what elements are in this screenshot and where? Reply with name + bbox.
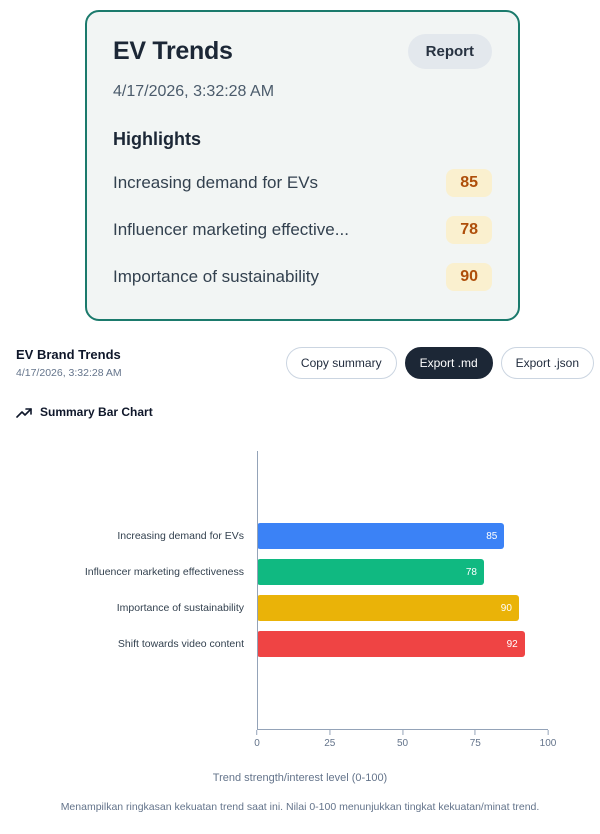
bar-track: 90	[257, 595, 548, 621]
tick-mark	[256, 730, 258, 735]
toolbar-left: EV Brand Trends 4/17/2026, 3:32:28 AM	[16, 347, 122, 379]
chart-bar-row: Influencer marketing effectiveness 78	[0, 554, 548, 590]
highlight-label: Importance of sustainability	[113, 267, 319, 286]
tick-label: 100	[539, 738, 557, 749]
tick-label: 50	[396, 738, 409, 749]
tick-mark	[402, 730, 403, 735]
highlight-row: Increasing demand for EVs 85	[113, 169, 492, 197]
highlight-row: Importance of sustainability 90	[113, 263, 492, 291]
bar-category-label: Influencer marketing effectiveness	[84, 566, 244, 578]
bar-category-label: Increasing demand for EVs	[117, 530, 244, 542]
bar-track: 78	[257, 559, 548, 585]
x-axis-tick: 75	[470, 730, 481, 749]
bar-value-label: 78	[465, 566, 477, 578]
tick-mark	[474, 730, 476, 735]
bar-track: 85	[257, 523, 548, 549]
highlights-list: Increasing demand for EVs 85 Influencer ma…	[113, 169, 492, 291]
highlights-heading: Highlights	[113, 129, 201, 149]
x-axis-ticks: 0 25 50 75 100	[254, 730, 556, 756]
bar: 78	[257, 559, 484, 585]
page: EV Trends Report 4/17/2026, 3:32:28 AM H…	[0, 10, 600, 813]
bar: 92	[257, 631, 525, 657]
bar: 85	[257, 523, 505, 549]
copy-summary-button[interactable]: Copy summary	[285, 347, 397, 379]
report-card: EV Trends Report 4/17/2026, 3:32:28 AM H…	[85, 10, 520, 321]
x-axis-line	[257, 729, 548, 730]
bar-value-label: 92	[506, 638, 518, 650]
highlight-value-badge: 90	[446, 263, 492, 291]
highlight-value-badge: 85	[446, 169, 492, 197]
highlight-value-badge: 78	[446, 216, 492, 244]
toolbar-title: EV Brand Trends	[16, 347, 121, 362]
chart-rows: Increasing demand for EVs 85 Influencer ma…	[0, 518, 548, 662]
bar-category-label: Shift towards video content	[117, 638, 244, 650]
tick-label: 25	[324, 738, 336, 749]
card-header: EV Trends Report	[113, 34, 492, 69]
x-axis-tick: 100	[539, 730, 557, 749]
tick-mark	[547, 730, 549, 735]
highlight-row: Influencer marketing effective... 78	[113, 216, 492, 244]
toolbar-buttons: Copy summary Export .md Export .json	[285, 347, 594, 379]
chart-bar-row: Importance of sustainability 90	[0, 590, 548, 626]
bar-value-label: 90	[500, 602, 512, 614]
toolbar-timestamp: 4/17/2026, 3:32:28 AM	[16, 367, 122, 379]
chart-heading-label: Summary Bar Chart	[40, 405, 153, 419]
tick-label: 0	[254, 738, 260, 749]
chart-section-heading: Summary Bar Chart	[16, 405, 600, 419]
x-axis-label: Trend strength/interest level (0-100)	[212, 772, 388, 784]
bar-track: 92	[257, 631, 548, 657]
highlight-label: Increasing demand for EVs	[113, 173, 319, 192]
export-md-button[interactable]: Export .md	[404, 347, 493, 379]
chart-caption: Menampilkan ringkasan kekuatan trend saa…	[60, 801, 540, 813]
highlight-label: Influencer marketing effective...	[113, 220, 349, 239]
bar: 90	[257, 595, 519, 621]
x-axis-tick: 0	[254, 730, 260, 749]
chart-bar-row: Increasing demand for EVs 85	[0, 518, 548, 554]
card-timestamp: 4/17/2026, 3:32:28 AM	[113, 83, 275, 100]
trending-up-icon	[16, 405, 32, 419]
chart-bar-row: Shift towards video content 92	[0, 626, 548, 662]
bar-value-label: 85	[486, 530, 498, 542]
tick-mark	[329, 730, 331, 735]
tick-label: 75	[469, 738, 481, 749]
export-json-button[interactable]: Export .json	[500, 347, 594, 379]
report-badge: Report	[407, 34, 492, 69]
chart-plot-area: Increasing demand for EVs 85 Influencer ma…	[0, 451, 548, 729]
card-title: EV Trends	[113, 37, 233, 65]
bar-chart: Increasing demand for EVs 85 Influencer ma…	[0, 451, 600, 784]
bar-category-label: Importance of sustainability	[116, 602, 244, 614]
x-axis-tick: 25	[324, 730, 335, 749]
toolbar: EV Brand Trends 4/17/2026, 3:32:28 AM Co…	[0, 347, 600, 379]
x-axis-tick: 50	[397, 730, 408, 749]
